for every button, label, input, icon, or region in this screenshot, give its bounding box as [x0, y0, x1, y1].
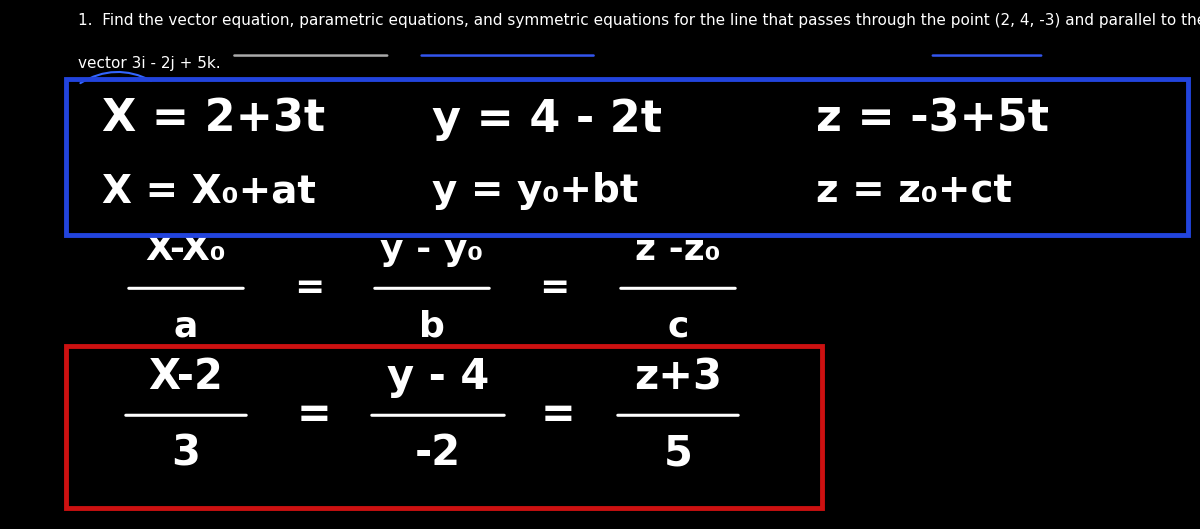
- Text: =: =: [298, 394, 331, 436]
- Text: b: b: [419, 309, 445, 343]
- Text: vector 3i - 2j + 5k.: vector 3i - 2j + 5k.: [78, 56, 221, 70]
- Text: a: a: [174, 309, 198, 343]
- Text: c: c: [667, 309, 689, 343]
- Text: z+3: z+3: [634, 356, 722, 398]
- Text: z = -3+5t: z = -3+5t: [816, 97, 1049, 141]
- Text: z -z₀: z -z₀: [635, 233, 721, 267]
- Text: 5: 5: [664, 432, 692, 475]
- Text: y - y₀: y - y₀: [380, 233, 484, 267]
- Text: =: =: [539, 271, 570, 305]
- Text: y = 4 - 2t: y = 4 - 2t: [432, 97, 662, 141]
- Text: y - 4: y - 4: [386, 356, 490, 398]
- Text: =: =: [541, 394, 575, 436]
- Text: =: =: [294, 271, 325, 305]
- Text: 3: 3: [172, 432, 200, 475]
- Text: X = 2+3t: X = 2+3t: [102, 97, 325, 141]
- Text: y = y₀+bt: y = y₀+bt: [432, 172, 638, 211]
- Text: -2: -2: [415, 432, 461, 475]
- Text: 1.  Find the vector equation, parametric equations, and symmetric equations for : 1. Find the vector equation, parametric …: [78, 13, 1200, 28]
- Text: z = z₀+ct: z = z₀+ct: [816, 172, 1012, 211]
- Text: X-X₀: X-X₀: [145, 233, 227, 267]
- Text: X = X₀+at: X = X₀+at: [102, 172, 316, 211]
- Text: X-2: X-2: [149, 356, 223, 398]
